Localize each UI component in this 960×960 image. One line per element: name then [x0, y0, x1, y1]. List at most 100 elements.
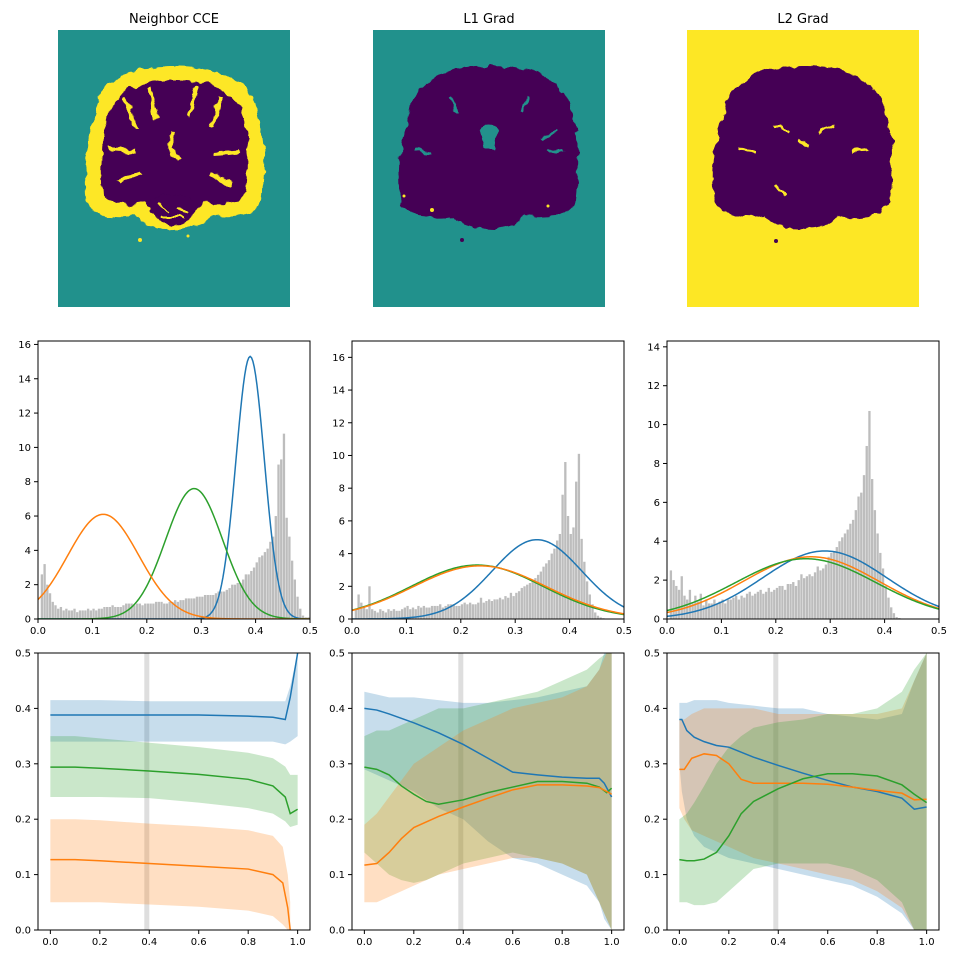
histogram-bar [490, 601, 494, 619]
histogram-bar [808, 574, 811, 619]
histogram-bar [572, 527, 575, 619]
histogram-bar [599, 617, 602, 619]
x-tick-label: 1.0 [290, 937, 306, 948]
histogram-bar [890, 607, 893, 619]
sulci [413, 95, 565, 154]
histogram-panel-l2-grad: 0.0 0.1 0.2 0.3 0.4 0.5 0 2 4 6 8 10 12 14 [647, 340, 947, 637]
histogram-bar [250, 570, 253, 619]
histogram-bar [133, 605, 136, 619]
panel-title: Neighbor CCE [129, 12, 219, 27]
axes-frame [351, 652, 625, 931]
histogram-bar [299, 608, 302, 619]
y-tick-label: 0.3 [15, 759, 31, 770]
histogram-panel-neighbor-cce: 0.0 0.1 0.2 0.3 0.4 0.5 0 2 4 6 8 10 12 14 16 [18, 340, 318, 637]
histogram-bar [73, 608, 76, 619]
histogram-bar [376, 612, 379, 619]
histogram-bar [59, 606, 63, 619]
histogram-bar [452, 604, 455, 619]
x-tick-label: 0.0 [30, 626, 46, 637]
y-tick-label: 0.2 [329, 815, 345, 826]
histogram-bar [515, 592, 518, 619]
histogram-bar [699, 593, 702, 619]
y-tick-label: 0.1 [329, 870, 345, 881]
x-tick-label: 0.3 [507, 626, 523, 637]
y-tick-label: 6 [25, 512, 31, 523]
histogram-bar [816, 566, 819, 619]
y-tick-label: 8 [25, 477, 31, 488]
mean-line-orange [50, 858, 291, 930]
histogram-bar [832, 550, 836, 619]
histogram-bar [176, 601, 180, 619]
histogram-bar [425, 607, 428, 619]
histogram-bar [182, 600, 185, 619]
histogram-bar [171, 601, 174, 619]
x-tick-label: 0.2 [721, 937, 737, 948]
histogram-bar [580, 538, 583, 619]
histogram-bar [100, 608, 103, 619]
histogram-bar [379, 609, 382, 619]
histogram-bar [441, 607, 445, 619]
histogram-bar [824, 564, 828, 619]
histogram-bar [813, 572, 817, 619]
histogram-bar [409, 609, 412, 619]
histogram-bar [252, 567, 256, 619]
histogram-bar [420, 607, 423, 619]
speckle [546, 204, 550, 208]
histogram-bar [819, 570, 822, 619]
trajectory-panel-neighbor-cce: 0.0 0.2 0.4 0.6 0.8 1.0 0.0 0.1 0.2 0.3 0.4 0.5 [15, 649, 311, 948]
y-tick-label: 0.0 [329, 926, 345, 937]
histogram-bar [803, 578, 806, 619]
histogram-bar [838, 541, 841, 619]
sulci [107, 85, 241, 186]
histogram-bar [190, 598, 193, 619]
histogram-bar [239, 582, 242, 619]
histogram-bar [860, 492, 863, 619]
histogram-bar [512, 596, 515, 619]
x-tick-label: 0.0 [344, 626, 360, 637]
x-tick-label: 0.5 [302, 626, 318, 637]
histogram-bar [411, 607, 415, 619]
histogram-bar [792, 582, 795, 619]
histogram-bar [455, 605, 458, 619]
confidence-band-green [679, 653, 927, 930]
histogram-bar [558, 533, 562, 619]
confidence-band-orange [364, 653, 612, 930]
histogram-bar [141, 605, 144, 619]
histogram-bar [694, 595, 697, 619]
histogram-bar [715, 603, 719, 619]
histogram-bar [231, 584, 234, 619]
histogram-bar [144, 603, 147, 619]
y-tick-label: 8 [654, 459, 660, 470]
histogram-bar [575, 481, 578, 619]
y-tick-label: 0.5 [329, 649, 345, 660]
x-tick-label: 0.2 [453, 626, 469, 637]
histogram-bar [195, 596, 199, 619]
histogram-bar [444, 605, 447, 619]
histogram-bar [775, 587, 779, 619]
histogram-bar [507, 597, 510, 619]
histogram-bar [811, 576, 814, 619]
speckle [186, 234, 190, 238]
y-tick-label: 0.0 [15, 926, 31, 937]
histogram-bar [146, 603, 150, 619]
histogram-bar [70, 610, 73, 619]
plot-area [679, 653, 928, 930]
histogram-bar [556, 540, 559, 619]
histogram-bar [119, 606, 122, 619]
histogram-bar [114, 606, 117, 619]
histogram-bar [357, 594, 360, 619]
histogram-bar [403, 607, 406, 619]
histogram-bar [504, 596, 507, 619]
histogram-bar [786, 584, 789, 619]
histogram-bar [86, 608, 90, 619]
histogram-bar [57, 608, 60, 619]
y-tick-label: 4 [25, 546, 31, 557]
histogram-bar [51, 601, 54, 619]
histogram-bar [561, 494, 564, 619]
histogram-bar [794, 585, 798, 619]
histogram-bar [865, 445, 868, 619]
histogram-bar [84, 610, 87, 619]
brain-mask [84, 66, 265, 229]
y-tick-label: 6 [654, 498, 660, 509]
